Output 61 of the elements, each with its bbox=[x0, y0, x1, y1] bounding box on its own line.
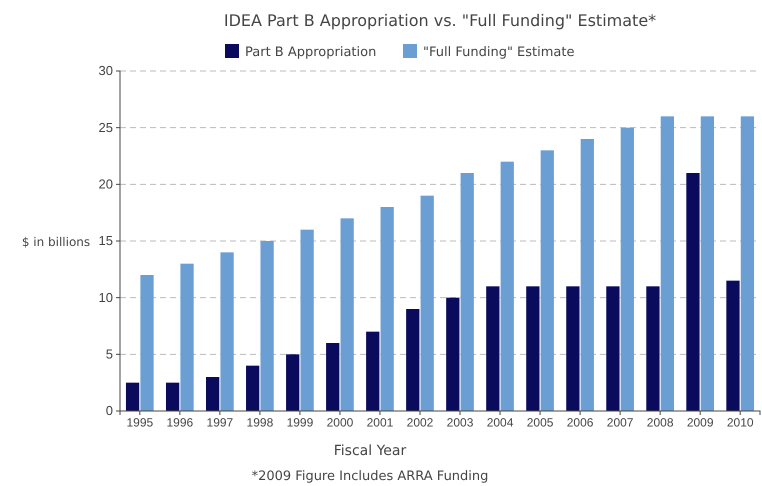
bar bbox=[620, 128, 634, 411]
bar bbox=[580, 139, 594, 411]
y-tick-label: 0 bbox=[106, 403, 113, 418]
bar bbox=[300, 230, 314, 411]
legend-label: Part B Appropriation bbox=[245, 45, 376, 60]
x-tick-label: 2003 bbox=[446, 416, 474, 430]
x-tick-label: 2009 bbox=[686, 416, 714, 430]
bar bbox=[660, 116, 674, 411]
x-tick-label: 1996 bbox=[166, 416, 194, 430]
y-tick-label: 30 bbox=[98, 63, 113, 78]
bar bbox=[500, 162, 514, 411]
bar bbox=[726, 280, 740, 411]
text: *2009 Figure Includes ARRA Funding bbox=[252, 469, 488, 484]
bar bbox=[686, 173, 700, 411]
y-axis-title: $ in billions bbox=[22, 235, 90, 249]
bar bbox=[540, 150, 554, 411]
x-tick-label: 2010 bbox=[726, 416, 754, 430]
x-tick-label: 1997 bbox=[206, 416, 234, 430]
bar bbox=[126, 382, 140, 411]
x-tick-label: 1995 bbox=[126, 416, 154, 430]
chart-title: IDEA Part B Appropriation vs. "Full Funding" Estimate* bbox=[224, 11, 656, 30]
bar bbox=[446, 298, 460, 411]
y-tick-label: 20 bbox=[98, 176, 113, 192]
bar bbox=[380, 207, 394, 411]
x-tick-label: 2007 bbox=[606, 416, 634, 430]
x-tick-label: 2002 bbox=[406, 416, 434, 430]
x-tick-label: 2006 bbox=[566, 416, 594, 430]
y-tick-label: 10 bbox=[98, 290, 113, 305]
bar bbox=[406, 309, 420, 411]
bar bbox=[246, 366, 260, 411]
bar bbox=[700, 116, 714, 411]
legend-label: "Full Funding" Estimate bbox=[423, 45, 574, 60]
bar bbox=[740, 116, 754, 411]
bar bbox=[206, 377, 220, 411]
bar bbox=[260, 241, 274, 411]
bar bbox=[140, 275, 154, 411]
x-tick-label: 2000 bbox=[326, 416, 354, 430]
x-tick-label: 2005 bbox=[526, 416, 554, 430]
y-tick-label: 15 bbox=[98, 233, 113, 248]
bar bbox=[646, 286, 660, 411]
x-tick-label: 2001 bbox=[366, 416, 394, 430]
bar bbox=[460, 173, 474, 411]
y-tick-label: 5 bbox=[106, 346, 113, 362]
bar bbox=[486, 286, 500, 411]
bar bbox=[180, 264, 194, 411]
bar bbox=[220, 252, 234, 411]
x-tick-label: 1999 bbox=[286, 416, 314, 430]
bar bbox=[420, 196, 434, 411]
bar bbox=[566, 286, 580, 411]
bar bbox=[166, 382, 180, 411]
x-tick-label: 2008 bbox=[646, 416, 674, 430]
bar bbox=[526, 286, 540, 411]
x-tick-label: 1998 bbox=[246, 416, 274, 430]
x-tick-label: 2004 bbox=[486, 416, 514, 430]
x-axis-title: Fiscal Year bbox=[334, 443, 406, 459]
y-tick-label: 25 bbox=[98, 120, 113, 135]
bar bbox=[286, 354, 300, 411]
bar bbox=[606, 286, 620, 411]
bar bbox=[326, 343, 340, 411]
bar bbox=[366, 332, 380, 411]
bar bbox=[340, 218, 354, 411]
